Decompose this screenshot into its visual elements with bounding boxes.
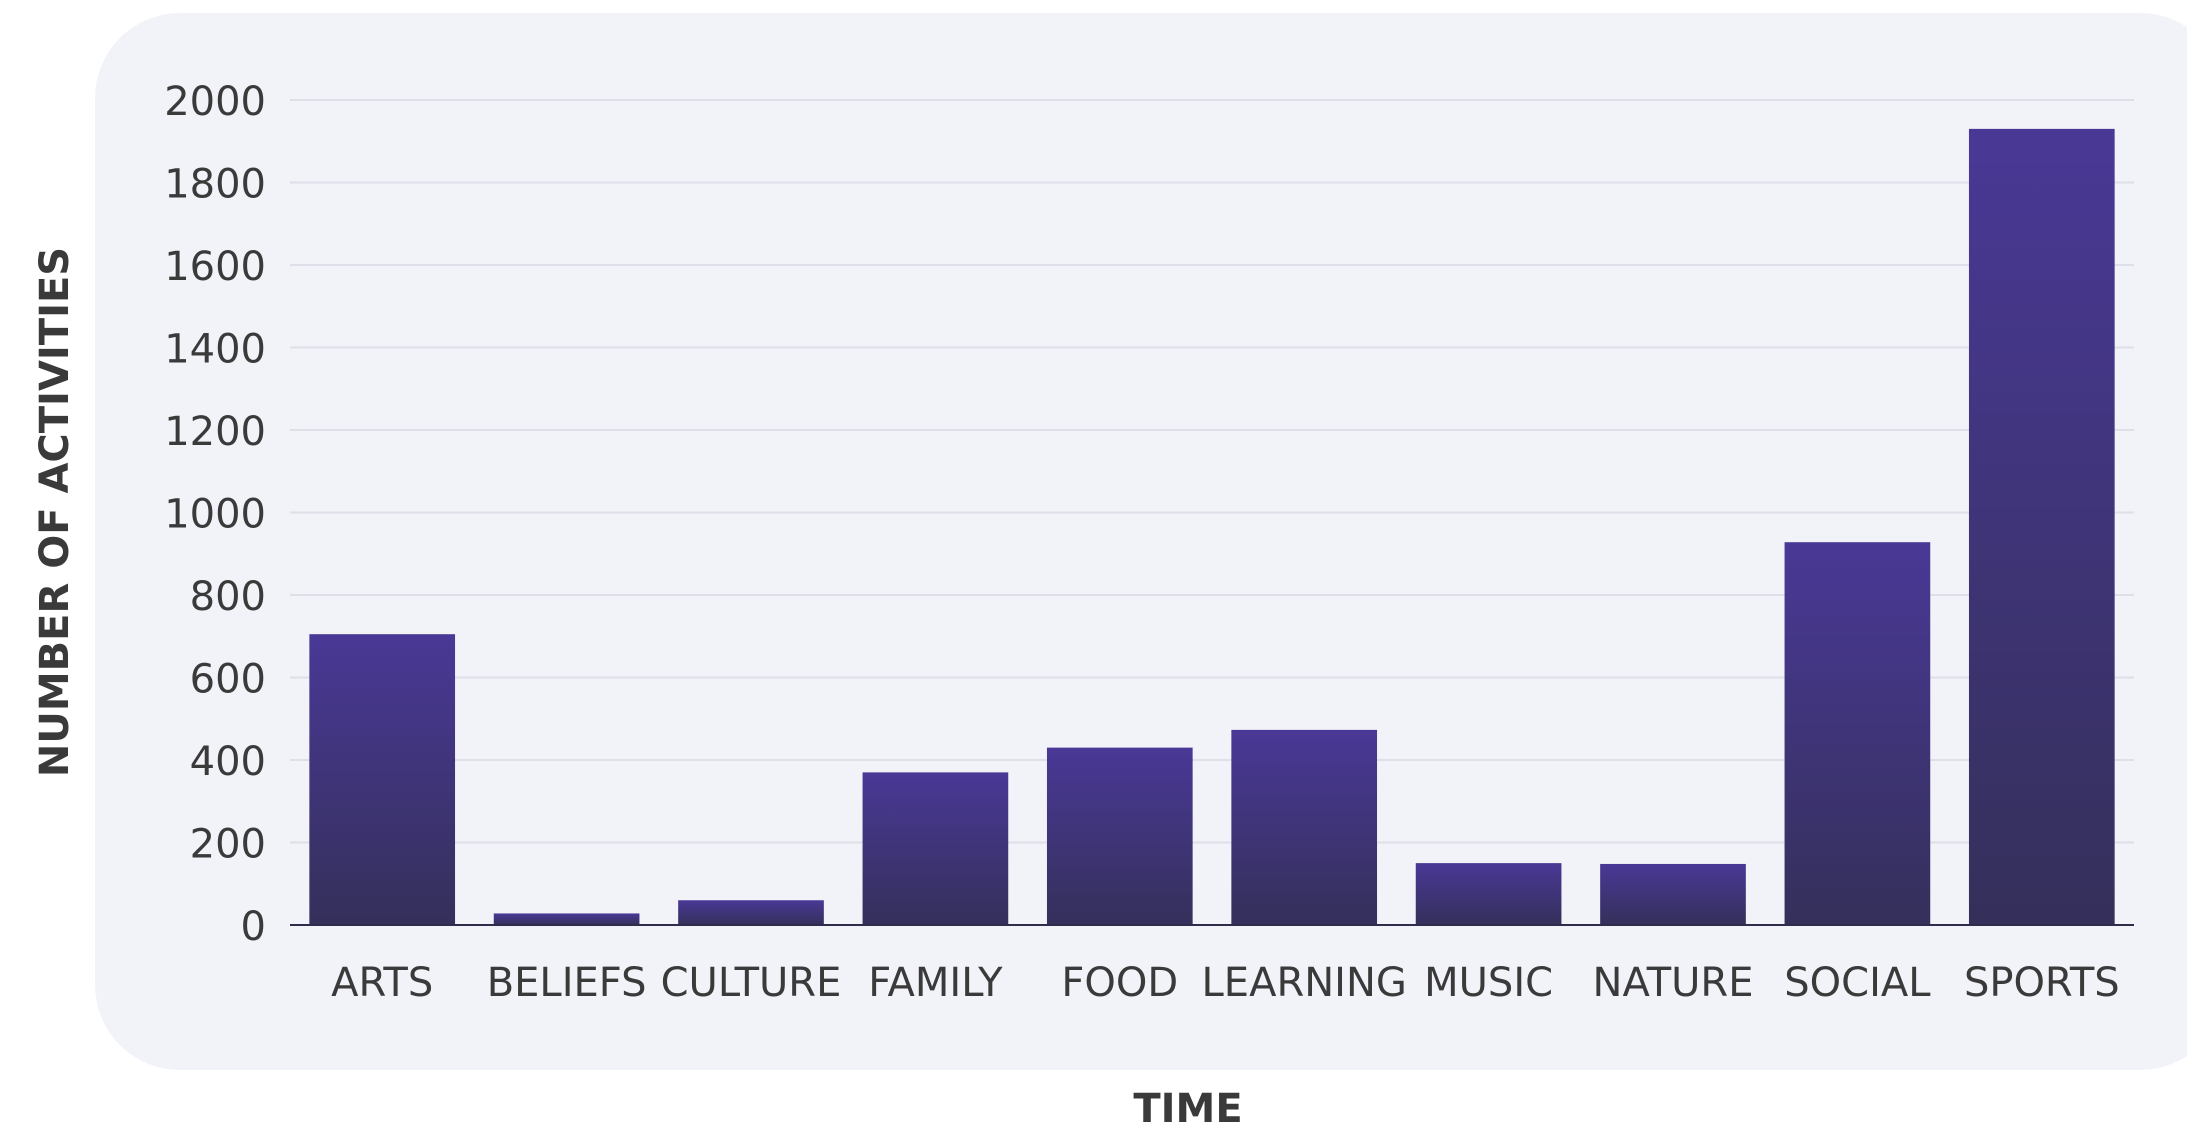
x-tick-label: NATURE	[1593, 960, 1754, 1006]
x-tick-label: CULTURE	[661, 960, 842, 1006]
y-tick-label: 2000	[164, 79, 266, 125]
y-tick-label: 1200	[164, 409, 266, 455]
bar-learning	[1231, 729, 1378, 925]
x-tick-label: MUSIC	[1424, 960, 1553, 1006]
bar-family	[862, 772, 1009, 925]
y-axis-ticks: 0 200 400 600 800 1000 1200 1400 1600 1800 2000	[164, 79, 266, 950]
y-tick-label: 1800	[164, 162, 266, 208]
x-tick-label: SOCIAL	[1784, 960, 1931, 1006]
x-axis-label: TIME	[1133, 1086, 1242, 1132]
y-tick-label: 0	[241, 904, 266, 950]
x-tick-label: ARTS	[331, 960, 433, 1006]
bar-sports	[1968, 128, 2115, 925]
x-tick-label: BELIEFS	[487, 960, 647, 1006]
x-tick-label: FOOD	[1061, 960, 1178, 1006]
x-tick-label: LEARNING	[1202, 960, 1407, 1006]
bar-arts	[309, 634, 456, 925]
bar-beliefs	[493, 913, 640, 925]
plot-panel	[95, 13, 2187, 1070]
y-tick-label: 400	[190, 739, 266, 785]
bar-food	[1046, 747, 1193, 925]
bar-nature	[1600, 863, 1746, 925]
y-tick-label: 1600	[164, 244, 266, 290]
y-tick-label: 800	[190, 574, 266, 620]
bar-culture	[678, 900, 824, 925]
bar-music	[1415, 863, 1562, 925]
x-axis-ticks: ARTS BELIEFS CULTURE FAMILY FOOD LEARNING MUSI…	[331, 960, 2119, 1006]
y-tick-label: 200	[190, 822, 266, 868]
x-tick-label: SPORTS	[1964, 960, 2120, 1006]
x-tick-label: FAMILY	[868, 960, 1003, 1006]
y-tick-label: 1000	[164, 492, 266, 538]
y-tick-label: 600	[190, 657, 266, 703]
bars	[309, 128, 2115, 925]
y-axis-label: NUMBER OF ACTIVITIES	[32, 247, 78, 777]
y-tick-label: 1400	[164, 327, 266, 373]
bar-social	[1784, 542, 1931, 925]
